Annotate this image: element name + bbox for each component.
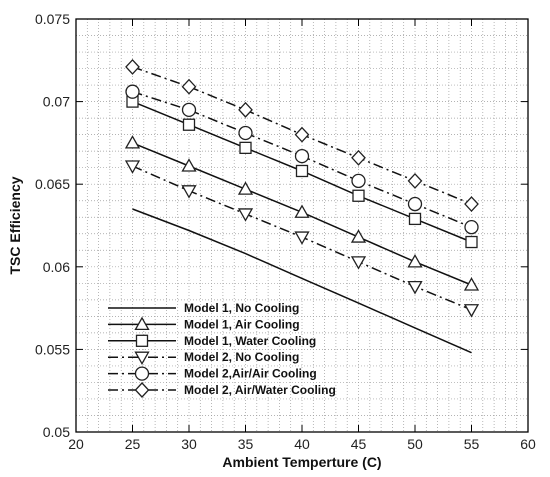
data-point [465, 235, 478, 249]
data-point [351, 173, 366, 189]
legend-marker [134, 351, 150, 366]
series-2 [126, 95, 478, 249]
data-point [237, 181, 254, 195]
data-point [407, 280, 423, 295]
legend-item: Model 1, No Cooling [108, 301, 299, 315]
legend-marker [134, 382, 150, 398]
data-point [181, 158, 197, 172]
data-point [294, 231, 310, 245]
data-point [350, 229, 367, 243]
x-tick-label: 40 [294, 436, 310, 452]
x-tick-label: 60 [520, 436, 536, 452]
data-point [124, 135, 141, 149]
data-point [407, 254, 423, 268]
series-group [124, 58, 480, 354]
series-3 [124, 160, 480, 318]
data-point [407, 172, 423, 189]
legend-label: Model 2, No Cooling [184, 350, 299, 364]
x-tick-label: 25 [125, 436, 141, 452]
data-point [181, 78, 197, 95]
legend-item: Model 2, Air/Water Cooling [108, 382, 336, 398]
data-point [464, 220, 479, 235]
series-0 [132, 208, 472, 354]
data-point [463, 277, 480, 291]
data-point [408, 212, 422, 226]
legend-label: Model 2,Air/Air Cooling [184, 367, 317, 381]
legend-item: Model 2,Air/Air Cooling [108, 366, 317, 381]
x-tick-label: 30 [181, 436, 197, 452]
legend-item: Model 1, Water Cooling [108, 334, 316, 348]
data-point [294, 126, 310, 143]
legend-label: Model 1, No Cooling [184, 301, 299, 315]
data-point [238, 125, 253, 141]
x-tick-label: 50 [407, 436, 423, 452]
axis-ticks: 20 25 30 35 40 45 50 55 60 0.05 0.055 0.06 0.065 0.07… [35, 11, 536, 452]
data-point [182, 118, 196, 131]
data-point [237, 208, 254, 222]
data-point [464, 196, 479, 212]
legend-label: Model 1, Air Cooling [184, 317, 300, 331]
data-point [351, 149, 366, 166]
series-4 [125, 84, 479, 235]
data-point [181, 185, 197, 199]
data-point [239, 141, 252, 155]
legend-marker [134, 366, 150, 381]
data-point [294, 148, 310, 164]
y-axis-title: TSC Efficiency [7, 176, 23, 274]
y-tick-label: 0.06 [43, 259, 70, 275]
data-point [125, 58, 140, 75]
y-tick-label: 0.07 [43, 94, 70, 110]
x-tick-label: 55 [464, 436, 480, 452]
legend: Model 1, No Cooling Model 1, Air Cooling M… [108, 301, 336, 398]
series-1 [124, 135, 480, 291]
data-point [352, 189, 365, 202]
data-point [124, 160, 141, 174]
x-tick-label: 35 [238, 436, 254, 452]
y-tick-label: 0.055 [35, 341, 70, 357]
data-point [181, 102, 197, 118]
legend-item: Model 1, Air Cooling [108, 316, 300, 331]
data-point [238, 101, 253, 118]
legend-marker [135, 334, 149, 347]
x-tick-label: 45 [351, 436, 367, 452]
y-tick-label: 0.065 [35, 176, 70, 192]
data-point [294, 204, 310, 218]
legend-label: Model 1, Water Cooling [184, 334, 316, 348]
legend-marker [134, 316, 150, 331]
legend-item: Model 2, No Cooling [108, 350, 299, 366]
series-line [132, 208, 472, 354]
y-tick-label: 0.05 [43, 424, 70, 440]
x-tick-label: 20 [68, 436, 84, 452]
data-point [350, 256, 367, 270]
data-point [407, 196, 423, 212]
x-axis-title: Ambient Temperture (C) [222, 454, 381, 470]
y-tick-label: 0.075 [35, 11, 70, 27]
legend-label: Model 2, Air/Water Cooling [184, 383, 336, 397]
data-point [463, 304, 480, 318]
data-point [295, 164, 309, 178]
series-5 [125, 58, 479, 212]
data-point [125, 84, 140, 99]
